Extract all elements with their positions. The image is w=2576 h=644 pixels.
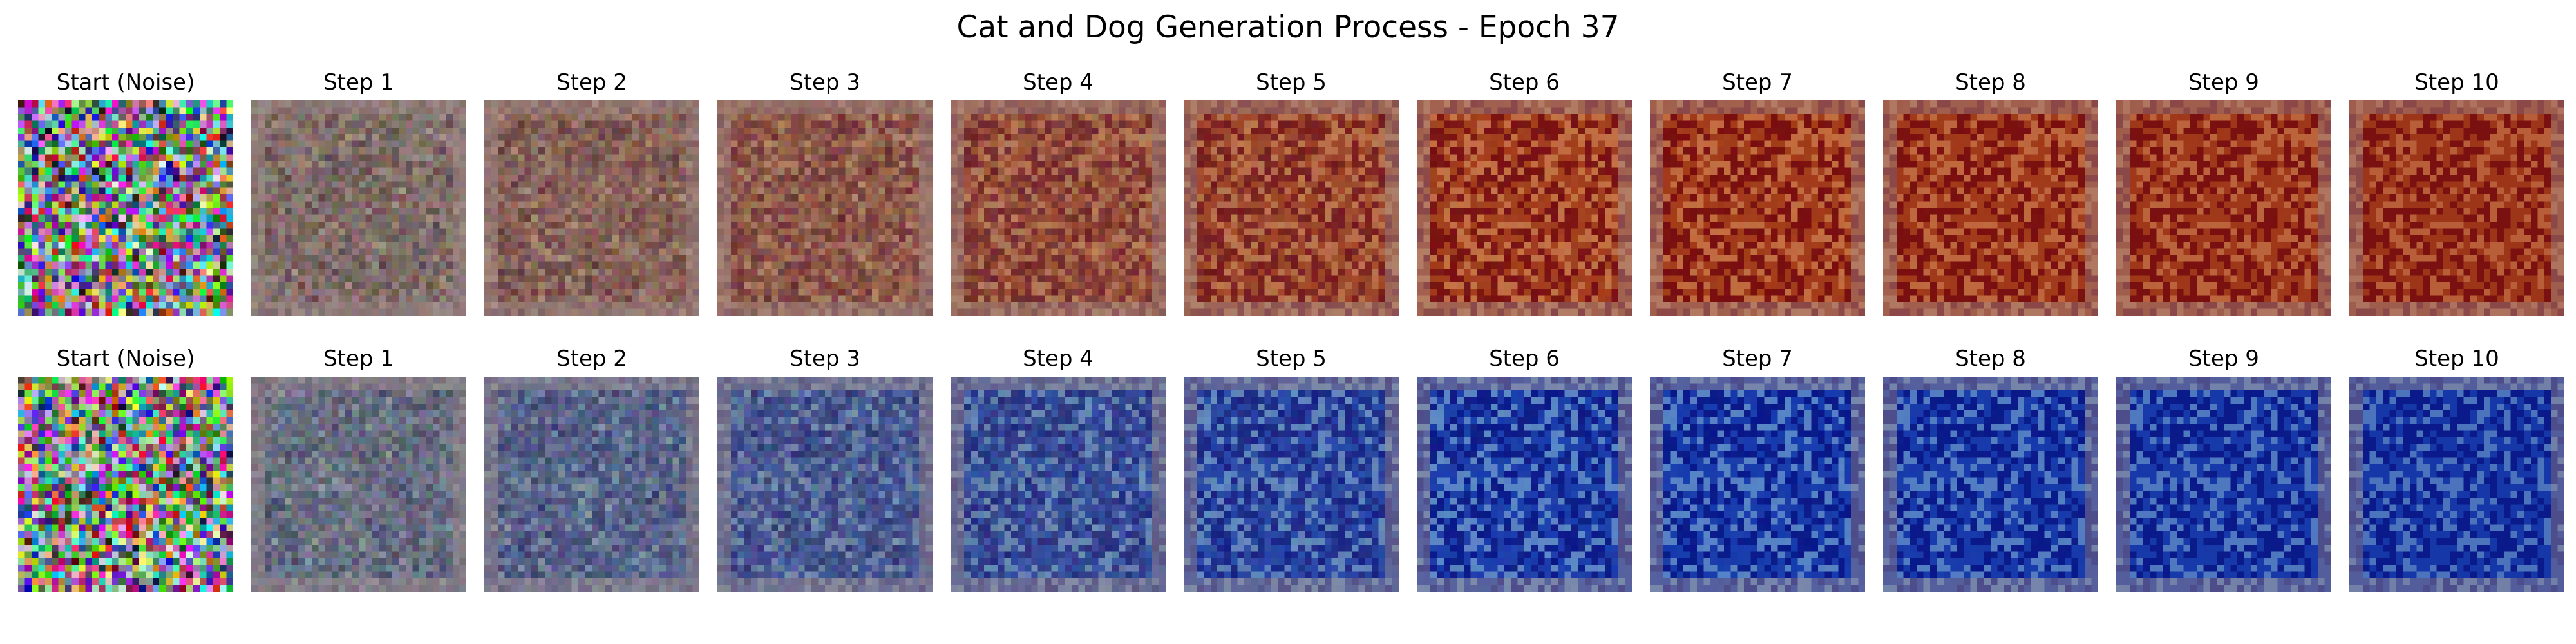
panel-title: Step 3 bbox=[790, 346, 860, 372]
noise-image bbox=[18, 100, 233, 316]
generated-image bbox=[1883, 100, 2098, 316]
generated-image bbox=[1184, 377, 1399, 592]
generated-image bbox=[1417, 100, 1632, 316]
panel-title: Step 6 bbox=[1489, 70, 1560, 95]
panel-title: Step 1 bbox=[323, 346, 394, 372]
panel-title: Step 6 bbox=[1489, 346, 1560, 372]
panel-title: Step 7 bbox=[1722, 346, 1793, 372]
panel-title: Step 2 bbox=[556, 70, 627, 95]
generated-image bbox=[1650, 377, 1865, 592]
panel-title: Step 8 bbox=[1955, 346, 2026, 372]
generated-image bbox=[1184, 100, 1399, 316]
panel-title: Step 2 bbox=[556, 346, 627, 372]
panel-title: Step 5 bbox=[1256, 346, 1327, 372]
generated-image bbox=[717, 100, 933, 316]
panel-title: Step 8 bbox=[1955, 70, 2026, 95]
generated-image bbox=[2349, 100, 2564, 316]
generated-image bbox=[1417, 377, 1632, 592]
panel-title: Start (Noise) bbox=[56, 70, 195, 95]
generated-image bbox=[2116, 100, 2331, 316]
generated-image bbox=[251, 377, 466, 592]
generated-image bbox=[2349, 377, 2564, 592]
panel-title: Step 7 bbox=[1722, 70, 1793, 95]
generated-image bbox=[951, 377, 1166, 592]
generated-image bbox=[717, 377, 933, 592]
figure-title: Cat and Dog Generation Process - Epoch 3… bbox=[956, 10, 1620, 45]
panel-title: Step 4 bbox=[1023, 346, 1094, 372]
generated-image bbox=[1883, 377, 2098, 592]
generated-image bbox=[1650, 100, 1865, 316]
panel-title: Step 3 bbox=[790, 70, 860, 95]
generated-image bbox=[484, 377, 699, 592]
generated-image bbox=[2116, 377, 2331, 592]
panel-title: Step 10 bbox=[2414, 346, 2499, 372]
panel-title: Step 9 bbox=[2188, 70, 2259, 95]
panel-title: Step 10 bbox=[2414, 70, 2499, 95]
generated-image bbox=[484, 100, 699, 316]
panel-title: Step 5 bbox=[1256, 70, 1327, 95]
panel-title: Step 9 bbox=[2188, 346, 2259, 372]
panel-title: Step 4 bbox=[1023, 70, 1094, 95]
generated-image bbox=[951, 100, 1166, 316]
panel-title: Step 1 bbox=[323, 70, 394, 95]
noise-image bbox=[18, 377, 233, 592]
panel-title: Start (Noise) bbox=[56, 346, 195, 372]
generated-image bbox=[251, 100, 466, 316]
